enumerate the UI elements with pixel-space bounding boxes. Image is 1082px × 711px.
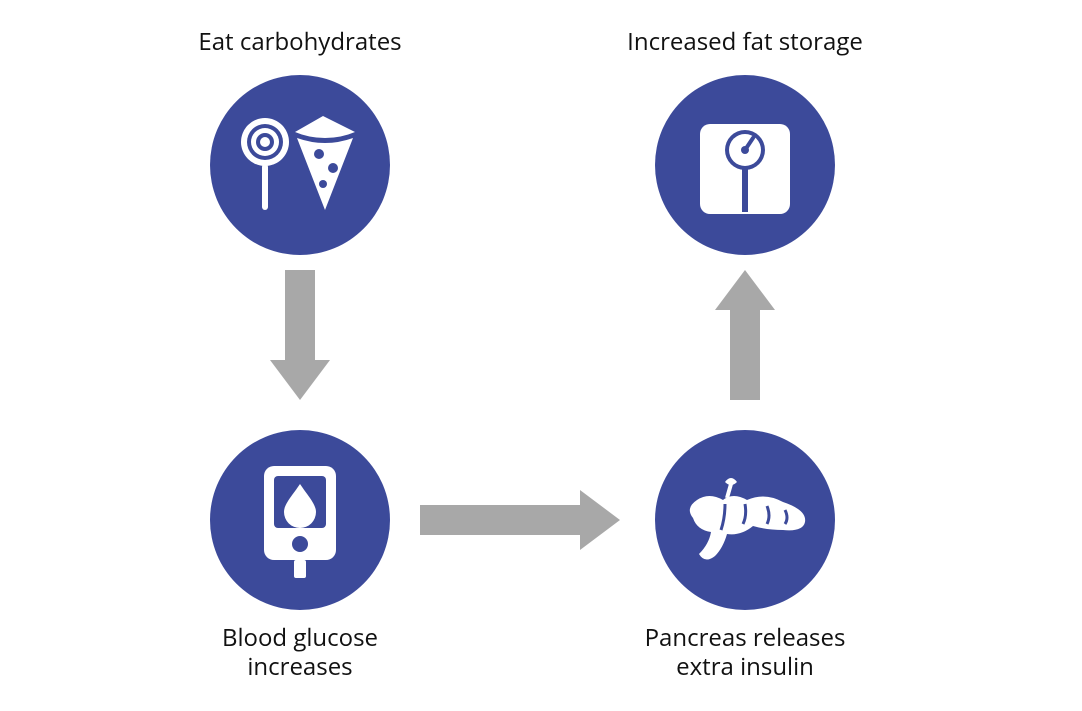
label-blood-glucose: Blood glucose increases — [150, 624, 450, 682]
node-blood-glucose — [210, 430, 390, 610]
glucose-meter-icon — [250, 460, 350, 580]
node-fat-storage — [655, 75, 835, 255]
node-pancreas — [655, 430, 835, 610]
label-eat-carbohydrates: Eat carbohydrates — [150, 28, 450, 57]
arrow-pancreas-to-fat — [715, 270, 775, 400]
diagram-stage: Eat carbohydrates Blood glucose increase… — [0, 0, 1082, 711]
label-pancreas: Pancreas releases extra insulin — [595, 624, 895, 682]
arrow-glucose-to-pancreas — [420, 490, 620, 550]
node-eat-carbohydrates — [210, 75, 390, 255]
pancreas-icon — [675, 470, 815, 570]
carbs-icon — [235, 110, 365, 220]
scale-icon — [690, 110, 800, 220]
label-fat-storage: Increased fat storage — [595, 28, 895, 57]
arrow-carbs-to-glucose — [270, 270, 330, 400]
